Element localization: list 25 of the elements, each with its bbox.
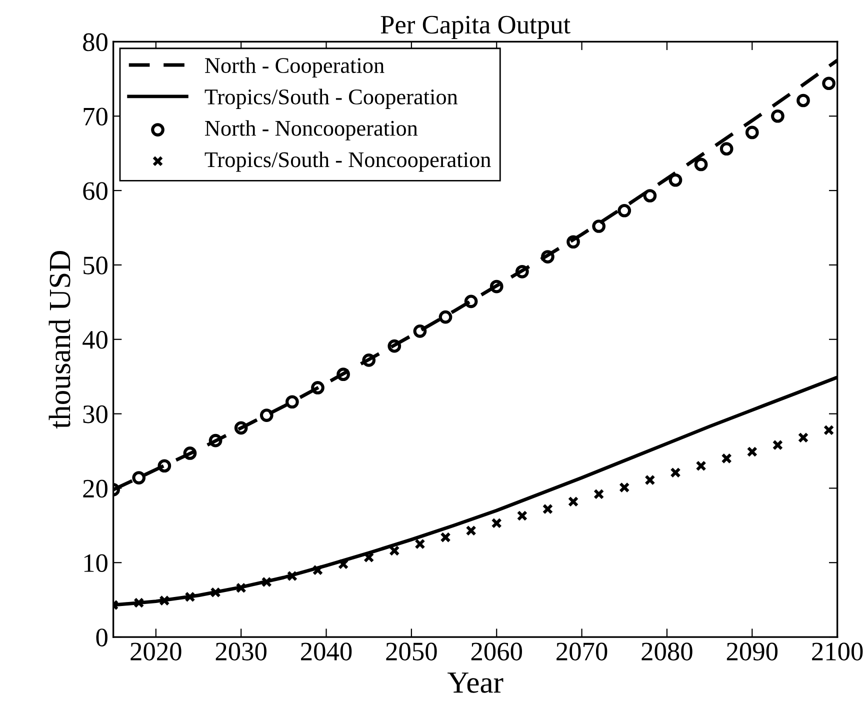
y-tick-label: 20 [83,480,108,498]
y-tick-label: 30 [83,405,108,424]
legend-label: Tropics/South - Noncooperation [204,152,491,172]
y-tick-label: 80 [83,33,108,52]
y-tick-label: 70 [84,108,108,126]
x-tick-label: 2080 [642,642,692,660]
legend-label: North - Cooperation [205,57,384,78]
x-tick-label: 2060 [471,642,522,660]
y-axis-title: thousand USD [48,251,70,429]
chart-title: Per Capita Output [380,16,570,39]
x-axis-title: Year [448,672,504,693]
y-tick-label: 60 [83,182,108,200]
y-tick-label: 40 [82,330,108,349]
legend-label: Tropics/South - Cooperation [204,88,458,109]
y-tick-label: 10 [84,554,108,572]
x-tick-label: 2030 [216,642,266,660]
x-tick-label: 2020 [130,642,182,660]
y-tick-label: 0 [96,628,108,646]
y-tick-label: 50 [84,256,108,274]
x-tick-label: 2090 [726,642,778,660]
x-tick-label: 2050 [386,642,437,660]
x-tick-label: 2040 [301,642,352,660]
legend-label: North - Noncooperation [205,120,418,140]
x-tick-label: 2100 [812,642,863,660]
x-tick-label: 2070 [556,642,608,660]
